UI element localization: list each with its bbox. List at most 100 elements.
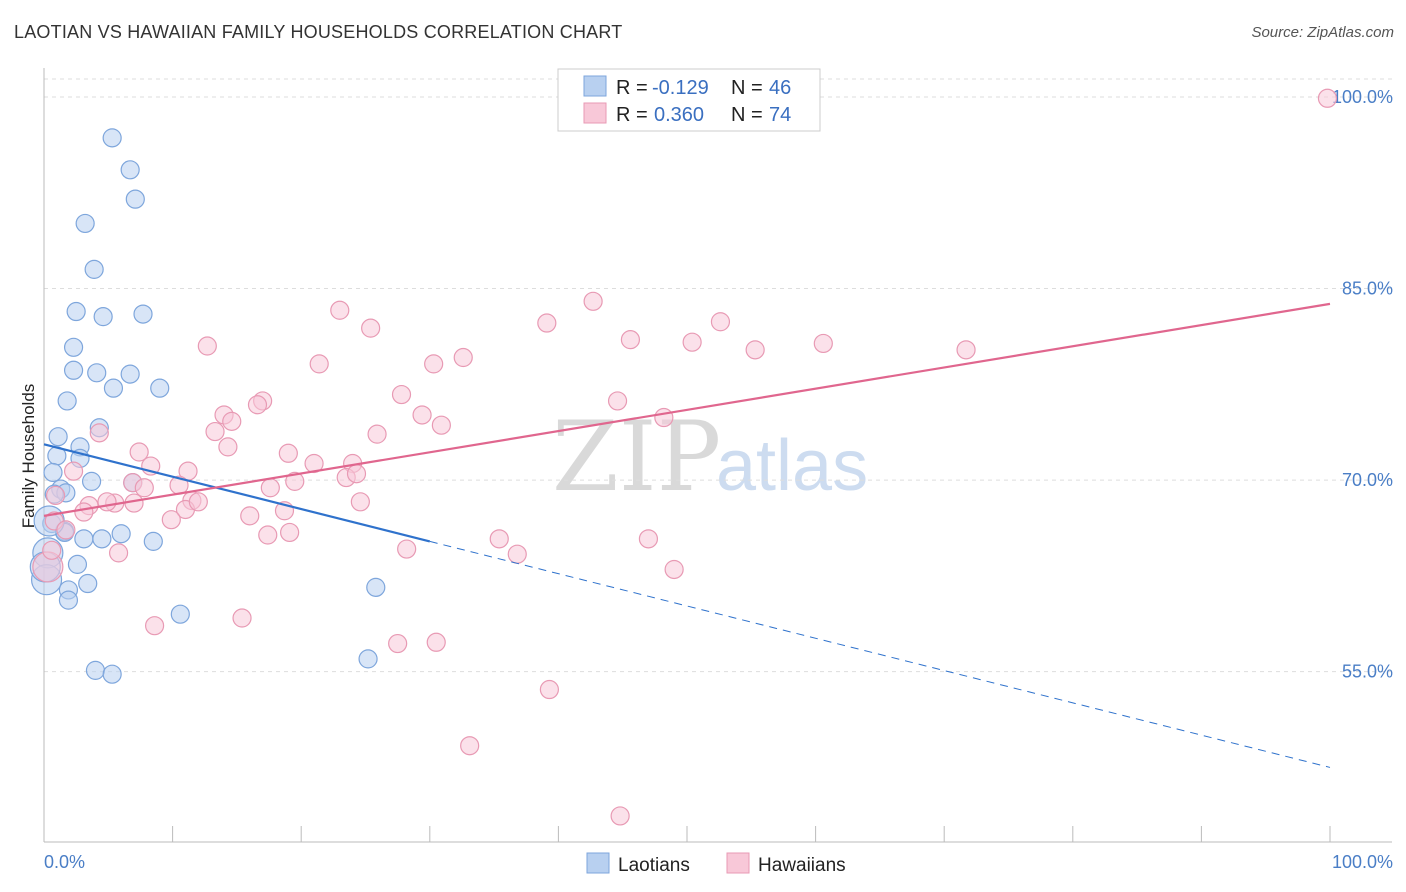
hawaiian-point-70 [42, 540, 62, 560]
x-tick-label-min: 0.0% [44, 852, 85, 872]
hawaiian-point-1 [583, 291, 603, 311]
hawaiian-point-12 [309, 354, 329, 374]
hawaiian-point-66 [426, 632, 446, 652]
hawaiian-point-60 [108, 543, 129, 563]
hawaiian-point-2 [330, 300, 350, 320]
y-tick-label-70: 70.0% [1342, 470, 1393, 490]
laotian-point-21 [81, 471, 102, 491]
hawaiian-point-17 [247, 395, 268, 415]
hawaiian-point-53 [56, 520, 76, 540]
laotian-point-4 [84, 259, 104, 279]
hawaiian-point-3 [537, 313, 557, 333]
hawaiian-point-5 [710, 312, 731, 332]
axes [43, 68, 1392, 843]
laotian-point-3 [75, 213, 95, 234]
watermark-atlas: atlas [716, 426, 868, 506]
x-tick-marks [43, 826, 1331, 842]
laotian-point-14 [57, 391, 77, 411]
hawaiian-point-67 [539, 679, 559, 700]
trend-lines [43, 302, 1331, 768]
x-tick-label-max: 100.0% [1332, 852, 1393, 872]
laotian-point-0 [102, 128, 122, 148]
hawaiian-point-22 [654, 407, 674, 428]
hawaiian-point-11 [956, 340, 976, 360]
hawaiian-point-57 [638, 529, 659, 549]
legend-r-value-1: -0.129 [652, 77, 709, 99]
laotian-point-10 [87, 363, 107, 383]
hawaiian-point-40 [134, 478, 154, 498]
hawaiian-point-23 [431, 415, 451, 435]
hawaiian-point-41 [260, 478, 280, 498]
laotian-point-6 [93, 307, 113, 327]
laotian-point-41 [85, 660, 106, 680]
hawaiian-point-51 [161, 510, 181, 530]
bottom-swatch-laotians [586, 852, 610, 874]
laotian-point-1 [120, 160, 140, 180]
y-tick-label-85: 85.0% [1342, 279, 1393, 299]
hawaiian-point-4 [361, 318, 381, 338]
hawaiian-point-24 [89, 423, 109, 443]
hawaiian-point-37 [285, 471, 305, 491]
chart-title: LAOTIAN VS HAWAIIAN FAMILY HOUSEHOLDS CO… [14, 22, 623, 42]
laotian-point-39 [170, 604, 190, 624]
laotian-point-43 [358, 649, 378, 669]
hawaiian-point-28 [129, 442, 149, 462]
hawaiian-point-38 [346, 464, 367, 484]
laotian-point-38 [58, 590, 79, 610]
legend-r-label-1: R = [616, 77, 648, 99]
laotian-point-20 [43, 462, 63, 483]
hawaiian-point-59 [507, 544, 527, 564]
laotian-point-2 [125, 189, 145, 209]
hawaiian-point-25 [205, 421, 225, 442]
hawaiian-point-58 [397, 539, 417, 559]
laotian-point-42 [102, 664, 122, 684]
y-tick-label-100: 100.0% [1332, 87, 1393, 107]
legend-n-value-1: 46 [769, 77, 791, 99]
watermark-zip: ZIP [552, 401, 721, 513]
legend-swatch-hawaiians [583, 102, 607, 124]
hawaiian-point-9 [745, 340, 765, 360]
laotian-point-36 [78, 573, 98, 594]
hawaiian-trend-line [43, 302, 1331, 517]
laotian-point-16 [48, 427, 68, 447]
hawaiian-point-56 [489, 529, 509, 549]
laotian-point-12 [103, 378, 124, 398]
series-hawaiians [32, 88, 1338, 826]
y-tick-label-55: 55.0% [1342, 662, 1393, 682]
legend-n-value-2: 74 [769, 104, 791, 126]
legend-swatch-laotians [583, 75, 607, 97]
hawaiian-point-61 [664, 559, 684, 580]
hawaiian-point-69 [610, 806, 630, 826]
legend-n-label-1: N = [731, 77, 763, 99]
hawaiian-point-21 [222, 411, 242, 431]
hawaiian-point-64 [232, 608, 252, 628]
laotian-point-5 [66, 301, 86, 322]
bottom-legend-hawaiians: Hawaiians [758, 855, 846, 876]
legend-n-label-2: N = [731, 104, 763, 126]
laotian-point-7 [133, 304, 153, 324]
y-axis-title: Family Households [19, 384, 38, 529]
hawaiian-point-65 [388, 633, 408, 654]
hawaiian-point-72 [97, 492, 117, 512]
hawaiian-point-29 [278, 443, 298, 463]
hawaiian-point-8 [682, 332, 702, 352]
laotian-point-8 [63, 337, 84, 357]
hawaiian-point-48 [74, 502, 94, 522]
series-legend: Laotians Hawaiians [586, 852, 846, 876]
hawaiian-point-7 [620, 330, 641, 350]
bottom-legend-laotians: Laotians [618, 855, 690, 876]
correlation-legend: R = -0.129 N = 46 R = 0.360 N = 74 [557, 68, 821, 132]
laotian-point-30 [74, 529, 94, 549]
hawaiian-point-55 [280, 522, 300, 543]
hawaiian-point-0 [1317, 88, 1338, 108]
hawaiian-point-18 [607, 391, 628, 411]
hawaiian-point-6 [197, 336, 217, 356]
legend-r-label-2: R = [616, 104, 648, 126]
laotian-trend-line [43, 443, 431, 543]
hawaiian-point-15 [391, 384, 412, 405]
hawaiian-point-35 [63, 461, 84, 481]
laotian-trend-extension [429, 540, 1331, 768]
hawaiian-point-10 [813, 333, 833, 354]
hawaiian-point-71 [188, 492, 208, 512]
hawaiian-point-26 [367, 424, 387, 444]
